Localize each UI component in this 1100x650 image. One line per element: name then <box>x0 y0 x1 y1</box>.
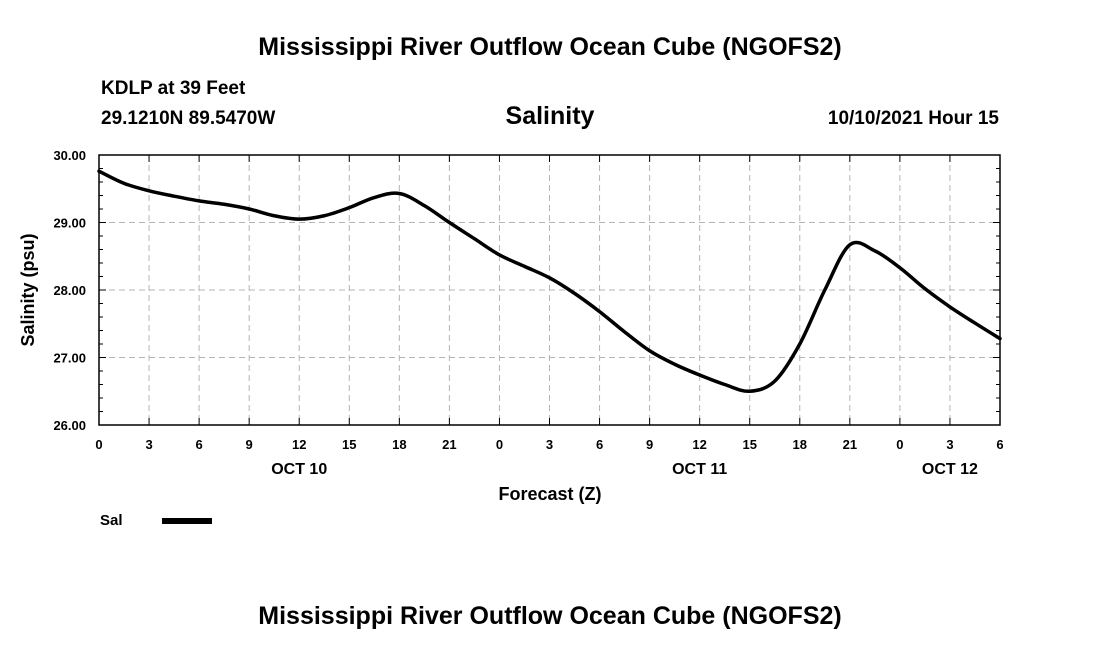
legend: Sal <box>100 512 212 529</box>
x-tick-labels: 0 3 6 9 12 15 18 21 0 3 6 9 12 15 18 21 0 3 6 <box>95 437 1003 452</box>
x-tick-label: 12 <box>292 437 306 452</box>
y-tick-label: 28.00 <box>53 283 86 298</box>
series-layer <box>97 169 1002 394</box>
x-tick-label: 3 <box>145 437 152 452</box>
legend-label: Sal <box>100 512 123 529</box>
x-tick-label: 21 <box>843 437 857 452</box>
forecast-timestamp: 10/10/2021 Hour 15 <box>828 108 1000 129</box>
x-tick-label: 12 <box>692 437 706 452</box>
x-tick-label: 18 <box>392 437 406 452</box>
y-axis-label: Salinity (psu) <box>18 233 38 346</box>
variable-title: Salinity <box>506 102 595 130</box>
x-tick-label: 0 <box>496 437 503 452</box>
y-tick-label: 29.00 <box>53 216 86 231</box>
x-tick-label: 6 <box>996 437 1003 452</box>
chart-title-bottom: Mississippi River Outflow Ocean Cube (NG… <box>258 602 841 630</box>
y-tick-label: 27.00 <box>53 351 86 366</box>
grid-lines <box>99 155 1000 425</box>
x-tick-label: 9 <box>246 437 253 452</box>
date-label: OCT 11 <box>672 461 727 478</box>
x-tick-label: 15 <box>342 437 356 452</box>
x-tick-label: 0 <box>896 437 903 452</box>
x-tick-label: 3 <box>946 437 953 452</box>
y-tick-labels: 26.00 27.00 28.00 29.00 30.00 <box>53 148 86 433</box>
x-tick-label: 18 <box>793 437 807 452</box>
date-labels: OCT 10 OCT 11 OCT 12 <box>271 461 978 478</box>
plot-frame <box>98 154 1001 426</box>
y-tick-label: 26.00 <box>53 418 86 433</box>
x-tick-label: 0 <box>95 437 102 452</box>
y-tick-label: 30.00 <box>53 148 86 163</box>
x-tick-label: 3 <box>546 437 553 452</box>
x-tick-label: 9 <box>646 437 653 452</box>
date-label: OCT 12 <box>922 461 978 478</box>
x-tick-label: 15 <box>742 437 756 452</box>
date-label: OCT 10 <box>271 461 327 478</box>
x-tick-label: 6 <box>195 437 202 452</box>
x-tick-label: 21 <box>442 437 456 452</box>
station-name: KDLP at 39 Feet <box>101 78 246 99</box>
salinity-series-line <box>97 169 1002 394</box>
chart-title-top: Mississippi River Outflow Ocean Cube (NG… <box>258 33 841 61</box>
station-coordinates: 29.1210N 89.5470W <box>101 108 275 129</box>
x-tick-label: 6 <box>596 437 603 452</box>
x-axis-label: Forecast (Z) <box>498 484 601 504</box>
